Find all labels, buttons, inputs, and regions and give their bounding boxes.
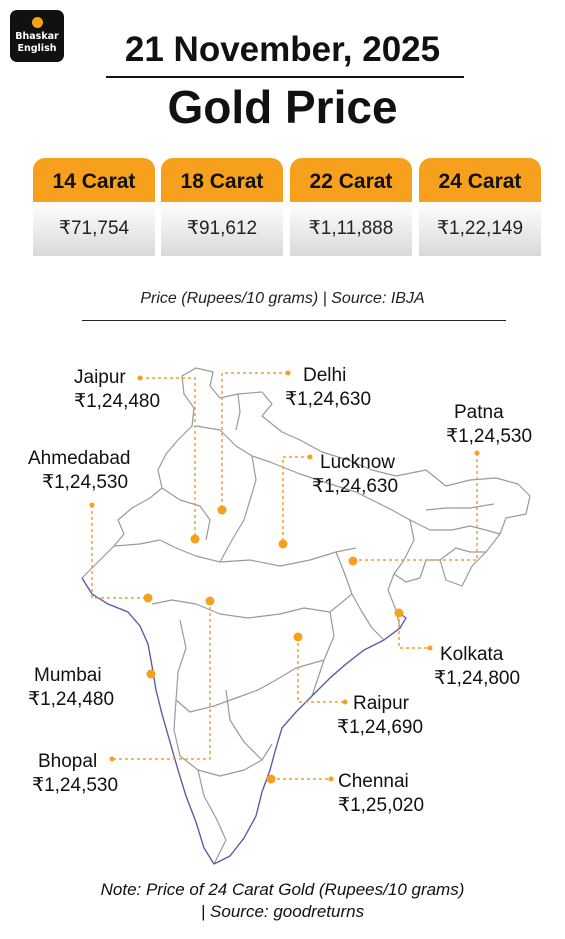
city-name: Delhi <box>303 365 347 386</box>
end-dot-raipur <box>342 699 348 705</box>
carat-price: ₹91,612 <box>161 202 283 256</box>
price-source-note: Price (Rupees/10 grams) | Source: IBJA <box>140 290 425 307</box>
sun-icon <box>32 17 43 28</box>
end-dot-jaipur <box>137 375 143 381</box>
marker-jaipur <box>190 534 200 544</box>
city-label-ahmedabad: Ahmedabad ₹1,24,530 <box>28 447 130 495</box>
carat-card-18: 18 Carat ₹91,612 <box>161 158 283 256</box>
marker-raipur <box>293 632 303 642</box>
city-name: Chennai <box>338 771 409 792</box>
leader-jaipur <box>140 377 196 539</box>
end-dot-lucknow <box>307 454 313 460</box>
carat-price-row: 14 Carat ₹71,754 18 Carat ₹91,612 22 Car… <box>0 158 565 258</box>
marker-lucknow <box>278 539 288 549</box>
footer-note-line2: | Source: goodreturns <box>200 902 365 921</box>
city-label-chennai: Chennai ₹1,25,020 <box>338 770 424 818</box>
city-label-bhopal: Bhopal ₹1,24,530 <box>32 750 118 798</box>
marker-mumbai <box>146 669 156 679</box>
brand-line1: Bhaskar <box>15 31 59 42</box>
city-price: ₹1,24,800 <box>434 668 521 689</box>
footer-note: Note: Price of 24 Carat Gold (Rupees/10 … <box>0 879 565 923</box>
city-price: ₹1,24,480 <box>28 689 115 710</box>
carat-price: ₹1,11,888 <box>290 202 412 256</box>
city-name: Lucknow <box>320 452 395 473</box>
leader-bhopal <box>112 601 211 760</box>
city-price: ₹1,25,020 <box>338 795 425 816</box>
city-name: Patna <box>454 402 504 423</box>
city-price: ₹1,24,530 <box>446 426 533 447</box>
end-dot-ahmedabad <box>89 502 95 508</box>
leader-raipur <box>297 637 345 703</box>
city-price: ₹1,24,630 <box>285 389 372 410</box>
carat-price: ₹71,754 <box>33 202 155 256</box>
page-title: Gold Price <box>167 81 398 133</box>
city-name: Raipur <box>353 693 409 714</box>
leader-delhi <box>221 372 288 510</box>
end-dot-patna <box>474 450 480 456</box>
carat-card-14: 14 Carat ₹71,754 <box>33 158 155 256</box>
city-price: ₹1,24,480 <box>74 391 161 412</box>
city-price: ₹1,24,630 <box>312 476 399 497</box>
city-label-kolkata: Kolkata ₹1,24,800 <box>434 643 520 691</box>
brand-line2: English <box>17 43 57 54</box>
end-dot-kolkata <box>427 645 433 651</box>
date-heading: 21 November, 2025 <box>124 30 441 69</box>
leader-lines <box>91 372 478 780</box>
city-label-jaipur: Jaipur ₹1,24,480 <box>74 366 160 414</box>
marker-ahmedabad <box>143 593 153 603</box>
marker-delhi <box>217 505 227 515</box>
city-label-patna: Patna ₹1,24,530 <box>446 401 532 449</box>
marker-bhopal <box>205 596 215 606</box>
city-label-lucknow: Lucknow ₹1,24,630 <box>312 451 398 499</box>
india-map <box>81 367 531 865</box>
marker-kolkata <box>394 608 404 618</box>
city-name: Ahmedabad <box>28 448 131 469</box>
carat-label: 14 Carat <box>33 158 155 202</box>
divider <box>82 320 506 321</box>
coastline <box>81 577 407 865</box>
end-dot-chennai <box>328 776 334 782</box>
divider <box>106 76 464 78</box>
brand-logo: Bhaskar English <box>10 10 64 62</box>
city-label-delhi: Delhi ₹1,24,630 <box>285 364 371 412</box>
end-dot-delhi <box>285 370 291 376</box>
carat-card-24: 24 Carat ₹1,22,149 <box>419 158 541 256</box>
footer-note-line1: Note: Price of 24 Carat Gold (Rupees/10 … <box>100 880 465 899</box>
city-name: Bhopal <box>38 751 98 772</box>
city-label-mumbai: Mumbai ₹1,24,480 <box>28 664 114 712</box>
marker-chennai <box>266 774 276 784</box>
city-price: ₹1,24,690 <box>337 717 424 738</box>
city-price: ₹1,24,530 <box>42 472 129 493</box>
city-name: Jaipur <box>74 367 126 388</box>
city-markers <box>89 370 480 784</box>
city-label-raipur: Raipur ₹1,24,690 <box>337 692 423 740</box>
carat-price: ₹1,22,149 <box>419 202 541 256</box>
leader-lucknow <box>282 456 310 543</box>
end-dot-bhopal <box>109 756 115 762</box>
leader-kolkata <box>398 613 430 649</box>
leader-ahmedabad <box>91 505 148 599</box>
marker-patna <box>348 556 358 566</box>
city-name: Kolkata <box>440 644 504 665</box>
carat-card-22: 22 Carat ₹1,11,888 <box>290 158 412 256</box>
carat-label: 22 Carat <box>290 158 412 202</box>
carat-label: 18 Carat <box>161 158 283 202</box>
city-price: ₹1,24,530 <box>32 775 119 796</box>
carat-label: 24 Carat <box>419 158 541 202</box>
city-name: Mumbai <box>34 665 102 686</box>
